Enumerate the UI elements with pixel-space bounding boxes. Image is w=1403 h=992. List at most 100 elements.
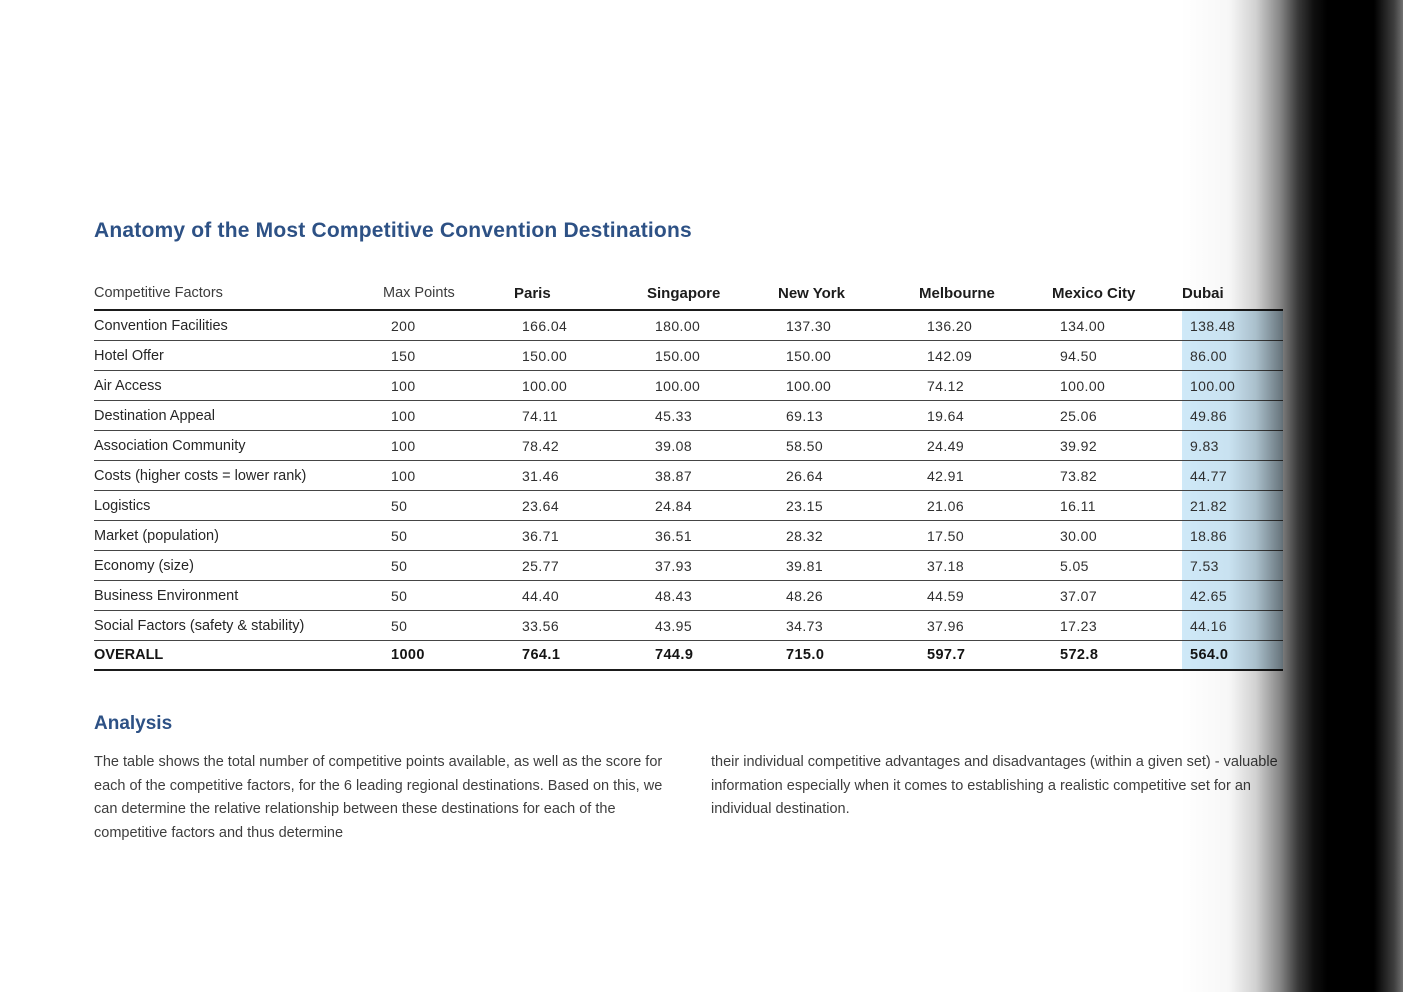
page-title: Anatomy of the Most Competitive Conventi… [94, 219, 692, 242]
value-cell: 150.00 [522, 347, 568, 364]
value-cell: 166.04 [522, 317, 568, 334]
value-cell: 37.07 [1060, 587, 1098, 604]
factor-cell: Destination Appeal [94, 407, 215, 424]
max-points-cell: 100 [391, 407, 416, 424]
value-cell: 69.13 [786, 407, 824, 424]
value-cell: 37.93 [655, 557, 693, 574]
dubai-value-cell: 86.00 [1182, 341, 1283, 370]
table-body: Convention Facilities 200 166.04 180.00 137.… [94, 311, 1283, 671]
value-cell: 24.49 [927, 437, 965, 454]
table-row: Logistics 50 23.64 24.84 23.15 21.06 16.11 21.8… [94, 491, 1283, 521]
column-header-dubai: Dubai [1182, 284, 1224, 302]
dubai-value-cell: 21.82 [1182, 491, 1283, 520]
value-cell: 34.73 [786, 617, 824, 634]
value-cell: 26.64 [786, 467, 824, 484]
analysis-heading: Analysis [94, 713, 173, 734]
dubai-value-cell: 49.86 [1182, 401, 1283, 430]
analysis-paragraph-right: their individual competitive advantages … [711, 754, 1278, 817]
value-cell: 43.95 [655, 617, 693, 634]
dubai-value-cell: 18.86 [1182, 521, 1283, 550]
value-cell: 74.12 [927, 377, 965, 394]
max-points-cell: 50 [391, 587, 408, 604]
table-row: Air Access 100 100.00 100.00 100.00 74.12 100.… [94, 371, 1283, 401]
value-cell: 31.46 [522, 467, 560, 484]
value-cell: 37.96 [927, 617, 965, 634]
max-points-cell: 50 [391, 617, 408, 634]
value-cell: 150.00 [655, 347, 701, 364]
max-points-cell: 150 [391, 347, 416, 364]
factor-cell: OVERALL [94, 647, 164, 663]
table-row: Market (population) 50 36.71 36.51 28.32 17.5… [94, 521, 1283, 551]
value-cell: 30.00 [1060, 527, 1098, 544]
value-cell: 100.00 [655, 377, 701, 394]
table-row: Economy (size) 50 25.77 37.93 39.81 37.18 5.05… [94, 551, 1283, 581]
value-cell: 100.00 [786, 377, 832, 394]
value-cell: 19.64 [927, 407, 965, 424]
max-points-cell: 50 [391, 497, 408, 514]
table-row: Social Factors (safety & stability) 50 33.… [94, 611, 1283, 641]
column-header-mexico-city: Mexico City [1052, 284, 1136, 302]
factor-cell: Costs (higher costs = lower rank) [94, 467, 307, 484]
value-cell: 45.33 [655, 407, 693, 424]
value-cell: 715.0 [786, 647, 825, 663]
value-cell: 744.9 [655, 647, 694, 663]
value-cell: 25.77 [522, 557, 560, 574]
value-cell: 23.15 [786, 497, 824, 514]
value-cell: 58.50 [786, 437, 824, 454]
factor-cell: Convention Facilities [94, 317, 228, 334]
value-cell: 44.59 [927, 587, 965, 604]
value-cell: 24.84 [655, 497, 693, 514]
max-points-cell: 1000 [391, 647, 425, 663]
table-header-row: Competitive Factors Max Points Paris Singap… [94, 277, 1283, 311]
value-cell: 28.32 [786, 527, 824, 544]
dubai-value-cell: 564.0 [1182, 641, 1283, 669]
value-cell: 78.42 [522, 437, 560, 454]
factor-cell: Business Environment [94, 587, 239, 604]
value-cell: 23.64 [522, 497, 560, 514]
value-cell: 39.92 [1060, 437, 1098, 454]
column-header-melbourne: Melbourne [919, 284, 995, 302]
value-cell: 100.00 [1060, 377, 1106, 394]
column-header-paris: Paris [514, 284, 551, 302]
dubai-value-cell: 42.65 [1182, 581, 1283, 610]
value-cell: 17.23 [1060, 617, 1098, 634]
factor-cell: Hotel Offer [94, 347, 164, 364]
value-cell: 39.81 [786, 557, 824, 574]
table-row: Costs (higher costs = lower rank) 100 31.4… [94, 461, 1283, 491]
value-cell: 17.50 [927, 527, 965, 544]
dubai-value-cell: 100.00 [1182, 371, 1283, 400]
value-cell: 597.7 [927, 647, 966, 663]
table-row-overall: OVERALL 1000 764.1 744.9 715.0 597.7 572.8 564.… [94, 641, 1283, 671]
value-cell: 74.11 [522, 407, 558, 424]
value-cell: 73.82 [1060, 467, 1098, 484]
value-cell: 44.40 [522, 587, 560, 604]
value-cell: 180.00 [655, 317, 701, 334]
value-cell: 42.91 [927, 467, 965, 484]
value-cell: 39.08 [655, 437, 693, 454]
max-points-cell: 100 [391, 467, 416, 484]
factor-cell: Economy (size) [94, 557, 194, 574]
value-cell: 94.50 [1060, 347, 1098, 364]
dubai-value-cell: 44.16 [1182, 611, 1283, 640]
value-cell: 5.05 [1060, 557, 1089, 574]
table-row: Destination Appeal 100 74.11 45.33 69.13 19.6… [94, 401, 1283, 431]
value-cell: 764.1 [522, 647, 561, 663]
factor-cell: Market (population) [94, 527, 219, 544]
value-cell: 48.26 [786, 587, 824, 604]
analysis-paragraph-left: The table shows the total number of comp… [94, 754, 663, 841]
competitive-factors-table: Competitive Factors Max Points Paris Singap… [94, 277, 1283, 671]
max-points-cell: 200 [391, 317, 416, 334]
value-cell: 48.43 [655, 587, 693, 604]
value-cell: 37.18 [927, 557, 965, 574]
factor-cell: Logistics [94, 497, 151, 514]
value-cell: 16.11 [1060, 497, 1096, 514]
value-cell: 33.56 [522, 617, 560, 634]
max-points-cell: 50 [391, 557, 408, 574]
factor-cell: Social Factors (safety & stability) [94, 617, 305, 634]
table-row: Convention Facilities 200 166.04 180.00 137.… [94, 311, 1283, 341]
dubai-value-cell: 9.83 [1182, 431, 1283, 460]
max-points-cell: 50 [391, 527, 408, 544]
dubai-value-cell: 138.48 [1182, 311, 1283, 340]
dubai-value-cell: 44.77 [1182, 461, 1283, 490]
